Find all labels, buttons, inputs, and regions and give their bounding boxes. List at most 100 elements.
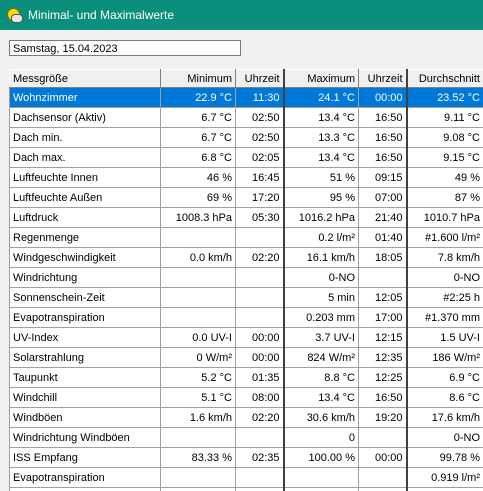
cell-maximum: 16.1 km/h xyxy=(282,247,359,268)
cell-name: Windrichtung xyxy=(9,267,161,288)
cell-maximum: 95 % xyxy=(282,187,359,208)
cell-maximum: 30.6 km/h xyxy=(282,407,359,428)
table-row[interactable]: Luftdruck 1008.3 hPa 05:30 1016.2 hPa 21:40 1… xyxy=(9,207,483,228)
column-header-time-max[interactable]: Uhrzeit xyxy=(358,69,407,88)
table-row[interactable]: Evapotranspiration 0.919 l/m² xyxy=(9,467,483,488)
cell-average: 9.11 °C xyxy=(405,107,483,128)
cell-minimum xyxy=(160,267,236,288)
table-row[interactable]: ISS Empfang 83.33 % 02:35 100.00 % 00:00 99.7… xyxy=(9,447,483,468)
cell-name: Windrichtung Windböen xyxy=(9,427,161,448)
cell-maximum: 0 xyxy=(282,427,359,448)
cell-time-min xyxy=(235,487,284,491)
cell-average: 1.5 UV-I xyxy=(405,327,483,348)
cell-minimum: 5.2 °C xyxy=(160,367,236,388)
table-body: Wohnzimmer 22.9 °C 11:30 24.1 °C 00:00 23.52 … xyxy=(9,87,483,491)
cell-average: 6.9 °C xyxy=(405,367,483,388)
cell-minimum: 6.7 °C xyxy=(160,107,236,128)
cell-time-max: 21:40 xyxy=(358,207,407,228)
cell-time-max: 12:25 xyxy=(358,367,407,388)
cell-time-min: 00:00 xyxy=(235,347,284,368)
cell-time-min xyxy=(235,267,284,288)
table-row[interactable]: Evapotranspiration 0.203 mm 17:00 #1.370 mm xyxy=(9,307,483,328)
cell-name: Evapotranspiration xyxy=(9,307,161,328)
cell-average: 9.15 °C xyxy=(405,147,483,168)
table-row[interactable]: Windrichtung Windböen 0 0-NO xyxy=(9,427,483,448)
cell-average: #1.370 mm xyxy=(405,307,483,328)
table-row[interactable]: Windgeschwindigkeit 0.0 km/h 02:20 16.1 km/… xyxy=(9,247,483,268)
cell-maximum: 5 min xyxy=(282,287,359,308)
cell-maximum: 8.8 °C xyxy=(282,367,359,388)
cell-maximum xyxy=(282,467,359,488)
table-row[interactable]: Windrichtung 0-NO 0-NO xyxy=(9,267,483,288)
column-header-maximum[interactable]: Maximum xyxy=(282,69,359,88)
cell-minimum xyxy=(160,287,236,308)
table-row[interactable]: Windchill 5.1 °C 08:00 13.4 °C 16:50 8.6 °C xyxy=(9,387,483,408)
cell-minimum: 1.6 km/h xyxy=(160,407,236,428)
cell-name: Dach max. xyxy=(9,147,161,168)
cell-time-max: 16:50 xyxy=(358,147,407,168)
cell-average: 1010.7 hPa xyxy=(405,207,483,228)
cell-minimum xyxy=(160,227,236,248)
table-row[interactable]: Wohnzimmer 22.9 °C 11:30 24.1 °C 00:00 23.52 … xyxy=(9,87,483,108)
window-title: Minimal- und Maximalwerte xyxy=(28,8,175,22)
cell-time-max: 09:15 xyxy=(358,167,407,188)
table-row[interactable]: UV-Index 0.0 UV-I 00:00 3.7 UV-I 12:15 1.5 UV… xyxy=(9,327,483,348)
cell-average: 0.919 l/m² xyxy=(405,467,483,488)
cell-minimum: 22.9 °C xyxy=(160,87,236,108)
cell-average: 8.6 °C xyxy=(405,387,483,408)
cell-time-max: 12:35 xyxy=(358,347,407,368)
table-row[interactable]: Solarstrahlung 0 W/m² 00:00 824 W/m² 12:35 18… xyxy=(9,347,483,368)
cell-average: 49 % xyxy=(405,167,483,188)
cell-average: 99.78 % xyxy=(405,447,483,468)
cell-time-min: 01:35 xyxy=(235,367,284,388)
cell-name: Sonnenschein-Zeit xyxy=(9,287,161,308)
table-row[interactable]: Dachsensor (Aktiv) 6.7 °C 02:50 13.4 °C 16:5… xyxy=(9,107,483,128)
weather-sun-cloud-icon[interactable] xyxy=(4,6,23,24)
table-row[interactable]: Luftfeuchte Innen 46 % 16:45 51 % 09:15 49 % xyxy=(9,167,483,188)
column-header-minimum[interactable]: Minimum xyxy=(160,69,236,88)
table-row[interactable]: Windböen 1.6 km/h 02:20 30.6 km/h 19:20 17.6 … xyxy=(9,407,483,428)
cell-time-max xyxy=(358,427,407,448)
cell-time-max: 12:15 xyxy=(358,327,407,348)
cell-time-max: 00:00 xyxy=(358,447,407,468)
cell-time-max: 16:50 xyxy=(358,387,407,408)
column-header-time-min[interactable]: Uhrzeit xyxy=(235,69,284,88)
column-header-name[interactable]: Messgröße xyxy=(9,69,161,88)
cell-name: Wohnzimmer xyxy=(9,87,161,108)
cell-time-min: 05:30 xyxy=(235,207,284,228)
cell-average: 0-NO xyxy=(405,427,483,448)
cell-minimum: 1008.3 hPa xyxy=(160,207,236,228)
cell-time-min: 02:35 xyxy=(235,447,284,468)
cell-time-max xyxy=(358,467,407,488)
title-bar[interactable]: Minimal- und Maximalwerte xyxy=(0,0,483,30)
cell-time-min xyxy=(235,287,284,308)
table-row[interactable]: Regenmenge 0.2 l/m² 01:40 #1.600 l/m² xyxy=(9,227,483,248)
cell-maximum: 1016.2 hPa xyxy=(282,207,359,228)
cell-time-min: 11:30 xyxy=(235,87,284,108)
table-row[interactable]: Wind Verlauf 382.3 km xyxy=(9,487,483,491)
cell-time-max: 01:40 xyxy=(358,227,407,248)
cell-name: Windgeschwindigkeit xyxy=(9,247,161,268)
table-row[interactable]: Taupunkt 5.2 °C 01:35 8.8 °C 12:25 6.9 °C xyxy=(9,367,483,388)
date-field[interactable]: Samstag, 15.04.2023 xyxy=(9,40,241,56)
table-row[interactable]: Dach max. 6.8 °C 02:05 13.4 °C 16:50 9.15 °C xyxy=(9,147,483,168)
cell-time-max: 12:05 xyxy=(358,287,407,308)
column-header-average[interactable]: Durchschnitt xyxy=(405,69,483,88)
cell-average: 382.3 km xyxy=(405,487,483,491)
cell-time-max: 16:50 xyxy=(358,127,407,148)
cell-name: Taupunkt xyxy=(9,367,161,388)
table-row[interactable]: Sonnenschein-Zeit 5 min 12:05 #2:25 h xyxy=(9,287,483,308)
cell-time-max xyxy=(358,487,407,491)
cell-maximum: 13.4 °C xyxy=(282,387,359,408)
cell-name: Solarstrahlung xyxy=(9,347,161,368)
cell-name: Windböen xyxy=(9,407,161,428)
cell-maximum: 100.00 % xyxy=(282,447,359,468)
cell-maximum: 0.2 l/m² xyxy=(282,227,359,248)
cell-minimum: 0.0 UV-I xyxy=(160,327,236,348)
cell-maximum xyxy=(282,487,359,491)
table-row[interactable]: Luftfeuchte Außen 69 % 17:20 95 % 07:00 87 % xyxy=(9,187,483,208)
table-row[interactable]: Dach min. 6.7 °C 02:50 13.3 °C 16:50 9.08 °C xyxy=(9,127,483,148)
cell-minimum xyxy=(160,467,236,488)
cell-minimum: 0.0 km/h xyxy=(160,247,236,268)
cell-maximum: 13.4 °C xyxy=(282,147,359,168)
